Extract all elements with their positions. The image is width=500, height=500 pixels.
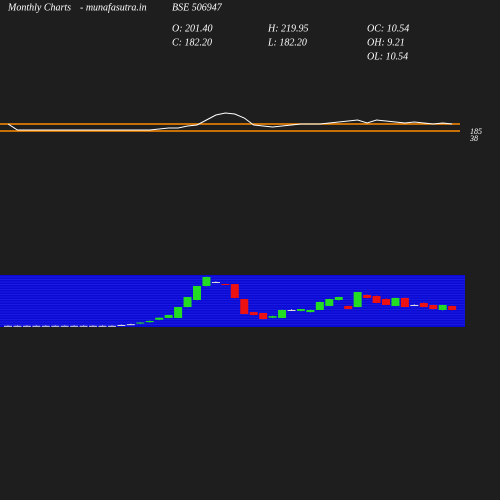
- candle-body: [211, 282, 220, 284]
- candle-body: [202, 277, 211, 286]
- candle-body: [79, 325, 88, 327]
- candle-body: [22, 325, 31, 327]
- candle-body: [164, 314, 173, 318]
- candle-body: [306, 309, 315, 313]
- stat: C: 182.20: [172, 37, 212, 48]
- stat: OL: 10.54: [367, 51, 408, 62]
- symbol-label: BSE 506947: [172, 2, 223, 13]
- candle-body: [117, 324, 126, 326]
- candle-body: [136, 322, 145, 324]
- candle-body: [249, 312, 258, 315]
- candle-body: [51, 325, 60, 327]
- candle-body: [315, 302, 324, 310]
- candle-body: [400, 297, 409, 308]
- stat: OH: 9.21: [367, 37, 405, 48]
- candle-body: [268, 316, 277, 318]
- candle-body: [126, 324, 135, 326]
- candle-body: [382, 299, 390, 305]
- candle-body: [259, 312, 268, 320]
- candle-body: [372, 295, 381, 303]
- source-label: - munafasutra.in: [80, 2, 147, 13]
- candle-body: [278, 309, 287, 318]
- candle-body: [410, 304, 419, 306]
- candle-body: [70, 325, 79, 327]
- stat: H: 219.95: [267, 23, 309, 34]
- candle-body: [107, 325, 116, 327]
- candle-body: [240, 299, 249, 315]
- candle-body: [174, 307, 183, 318]
- site-label: Monthly Charts: [7, 2, 71, 13]
- candle-body: [4, 325, 12, 327]
- candle-body: [287, 309, 296, 311]
- level-label: 38: [469, 134, 478, 143]
- level-label: 185: [470, 127, 482, 136]
- candle-body: [193, 285, 201, 300]
- stat: L: 182.20: [267, 37, 307, 48]
- candle-body: [60, 325, 69, 327]
- candle-body: [419, 302, 428, 308]
- candle-body: [221, 284, 230, 286]
- candle-body: [155, 317, 164, 320]
- candle-body: [32, 325, 41, 327]
- candle-body: [363, 294, 372, 298]
- candle-body: [325, 299, 334, 306]
- candle-body: [89, 325, 98, 327]
- stat: O: 201.40: [172, 23, 213, 34]
- candle-body: [145, 320, 154, 323]
- candle-body: [391, 297, 400, 306]
- stat: OC: 10.54: [367, 23, 409, 34]
- candle-body: [230, 284, 239, 298]
- candle-body: [13, 325, 22, 327]
- indicator-line: [7, 112, 453, 131]
- candle-body: [429, 304, 438, 310]
- candle-body: [344, 305, 353, 310]
- candle-body: [353, 292, 362, 308]
- candle-body: [334, 297, 343, 300]
- candle-body: [448, 305, 457, 310]
- candle-body: [98, 325, 107, 327]
- candle-body: [296, 309, 305, 311]
- candle-body: [183, 297, 192, 308]
- candle-body: [438, 304, 447, 310]
- candle-body: [41, 325, 50, 327]
